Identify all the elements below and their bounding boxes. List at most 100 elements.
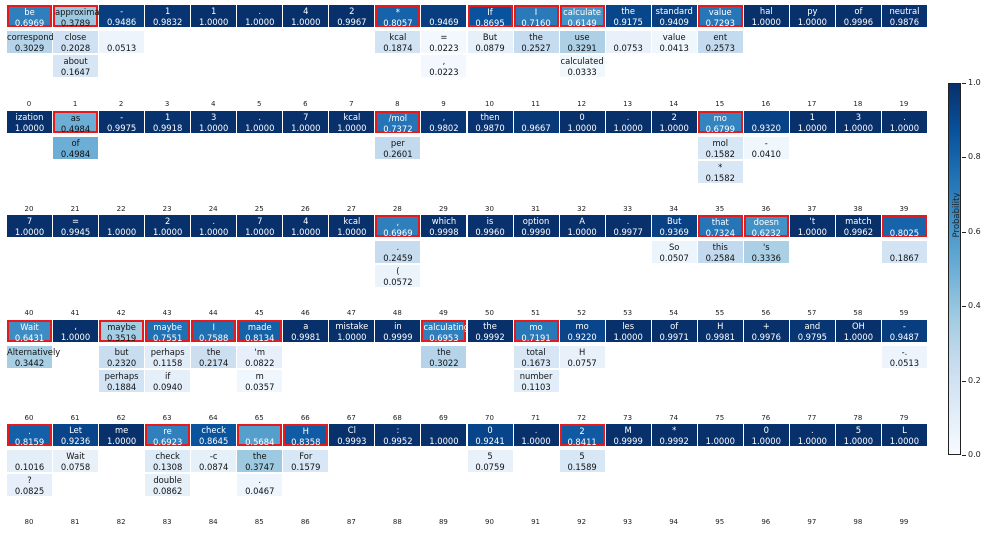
token-cell-top: hal 1.0000 bbox=[743, 5, 789, 27]
token-probability: 1.0000 bbox=[797, 123, 827, 133]
position-index-label: 10 bbox=[485, 100, 494, 108]
position-index-label: 3 bbox=[164, 100, 170, 108]
token-probability: 0.0874 bbox=[199, 462, 229, 472]
token-cell-alt: 5 0.1589 bbox=[559, 450, 605, 472]
position-index-label: 4 bbox=[210, 100, 216, 108]
token-cell-top: . 0.9977 bbox=[605, 215, 651, 237]
position-index-label: 17 bbox=[807, 100, 817, 108]
token-cell-top: = 0.9945 bbox=[53, 215, 99, 237]
token-cell-top: H 0.9981 bbox=[697, 320, 743, 342]
token-probability: 0.9992 bbox=[475, 332, 505, 342]
token-cell-alt: Alternatively 0.3442 bbox=[7, 346, 60, 368]
token-probability: 1.0000 bbox=[291, 227, 321, 237]
position-index-label: 13 bbox=[623, 100, 633, 108]
token-text: -. bbox=[901, 347, 908, 357]
token-cell-alt: perhaps 0.1158 bbox=[145, 346, 191, 368]
token-cell-top: +0.9976 bbox=[743, 320, 789, 342]
token-probability: 0.9999 bbox=[383, 332, 413, 342]
token-probability: 0.6969 bbox=[383, 228, 413, 238]
token-cell-top: :0.9952 bbox=[375, 424, 421, 446]
token-text: 1 bbox=[809, 112, 816, 122]
token-text: Let bbox=[69, 425, 83, 435]
token-cell-top: approximately 0.3789 bbox=[53, 5, 115, 28]
token-text: , bbox=[74, 321, 77, 331]
token-cell-alt: For 0.1579 bbox=[283, 450, 329, 472]
token-cell-alt: So 0.0507 bbox=[651, 241, 697, 263]
token-cell-top: is 0.9960 bbox=[467, 215, 513, 237]
token-cell-alt: but 0.2320 bbox=[99, 346, 145, 368]
position-index-label: 87 bbox=[346, 518, 356, 526]
position-index-label: 60 bbox=[24, 414, 34, 422]
token-cell-alt: . 0.0467 bbox=[237, 474, 283, 496]
token-probability: 0.9236 bbox=[60, 436, 91, 446]
token-text bbox=[7, 451, 52, 462]
position-index-label: 80 bbox=[24, 518, 34, 526]
token-probability: 0.0223 bbox=[429, 67, 459, 77]
token-cell-alt: the 0.2527 bbox=[513, 31, 559, 53]
token-probability: 1.0000 bbox=[429, 436, 459, 446]
token-cell-top: A 1.0000 bbox=[559, 215, 605, 237]
token-probability: 0.1579 bbox=[291, 462, 321, 472]
token-text bbox=[882, 242, 927, 253]
token-cell-top: 1 0.9918 bbox=[145, 111, 191, 133]
token-text: use bbox=[574, 32, 590, 42]
token-text: , bbox=[442, 112, 446, 122]
token-cell-top: option 0.9990 bbox=[513, 215, 559, 237]
position-index-label: 69 bbox=[438, 414, 448, 422]
token-probability: 0.9967 bbox=[337, 17, 367, 27]
token-cell-top: 0.9469 bbox=[421, 5, 467, 27]
token-cell-top: maybe 0.3519 bbox=[99, 320, 145, 343]
token-probability: 0.8411 bbox=[567, 437, 597, 447]
token-probability: 0.7160 bbox=[521, 18, 551, 28]
token-probability: 0.9870 bbox=[475, 123, 505, 133]
position-index-label: 1 bbox=[72, 100, 78, 108]
token-text: hal bbox=[759, 6, 773, 16]
colorbar bbox=[948, 83, 961, 455]
token-text: H bbox=[302, 426, 309, 436]
token-cell-top: 4 1.0000 bbox=[283, 5, 329, 27]
token-probability: 0.8159 bbox=[14, 437, 45, 447]
token-text: . bbox=[811, 425, 814, 435]
position-index-label: 92 bbox=[577, 518, 587, 526]
position-index-label: 48 bbox=[392, 309, 402, 317]
token-text: perhaps bbox=[104, 371, 139, 381]
token-text: and bbox=[804, 321, 821, 331]
token-text: ization bbox=[15, 112, 44, 122]
token-cell-top: calculating 0.6953 bbox=[421, 320, 469, 343]
position-index-label: 58 bbox=[853, 309, 863, 317]
token-cell-alt: per 0.2601 bbox=[375, 137, 421, 159]
token-cell-top: . 1.0000 bbox=[789, 424, 835, 446]
token-text: the bbox=[437, 347, 451, 357]
token-cell-alt: this 0.2584 bbox=[697, 241, 743, 263]
token-cell-top: mo 0.6799 bbox=[697, 111, 743, 134]
token-text: check bbox=[201, 425, 226, 435]
token-text: -c bbox=[209, 451, 218, 461]
token-probability: 0.9981 bbox=[291, 332, 321, 342]
position-index-label: 5 bbox=[257, 100, 262, 108]
token-probability: 0.9998 bbox=[429, 227, 459, 237]
token-cell-alt: 0.1016 bbox=[7, 450, 52, 472]
token-cell-top: check 0.8645 bbox=[191, 424, 237, 446]
token-text: correspond bbox=[7, 32, 54, 42]
position-index-label: 33 bbox=[623, 205, 633, 213]
token-text bbox=[99, 32, 144, 43]
position-index-label: 44 bbox=[208, 309, 218, 317]
position-index-label: 32 bbox=[577, 205, 587, 213]
token-cell-alt: , 0.0223 bbox=[421, 55, 467, 77]
token-cell-top: and 0.9795 bbox=[789, 320, 835, 342]
token-text: the bbox=[206, 347, 221, 357]
token-probability: 0.9320 bbox=[751, 123, 781, 133]
token-cell-top: of 0.9971 bbox=[651, 320, 697, 342]
token-text bbox=[99, 216, 144, 227]
position-index-label: 43 bbox=[162, 309, 172, 317]
token-cell-top: made 0.8134 bbox=[237, 320, 283, 343]
token-probability: 0.9175 bbox=[613, 17, 643, 27]
token-probability: 0.9369 bbox=[659, 227, 689, 237]
token-cell-top: OH 1.0000 bbox=[835, 320, 881, 342]
token-probability: 1.0000 bbox=[245, 227, 275, 237]
token-probability: 0.2584 bbox=[705, 253, 735, 263]
token-probability: 0.3519 bbox=[106, 333, 137, 343]
token-cell-top: 3 1.0000 bbox=[835, 111, 881, 133]
token-probability: 1.0000 bbox=[843, 332, 874, 342]
position-index-label: 24 bbox=[208, 205, 218, 213]
